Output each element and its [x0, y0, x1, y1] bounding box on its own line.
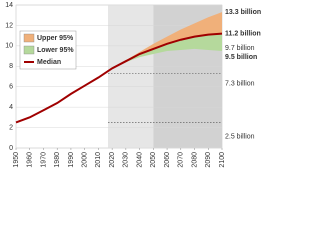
legend-label: Lower 95% [37, 47, 74, 54]
y-tick-label: 6 [9, 84, 13, 91]
x-tick-label: 2010 [95, 152, 102, 168]
legend-swatch [23, 45, 35, 55]
x-tick-label: 2040 [136, 152, 143, 168]
undefined [112, 33, 222, 69]
chart: 0 2 4 6 8 10 12 14 1950 1960 1970 1980 1990 2000 2010 2… [5, 2, 261, 168]
x-tick-label: 2090 [205, 152, 212, 168]
y-tick-label: 8 [9, 63, 13, 70]
x-tick-label: 2060 [164, 152, 171, 168]
annotation: 7.3 billion [225, 80, 255, 87]
y-tick-label: 10 [5, 43, 13, 50]
x-tick-label: 2070 [178, 152, 185, 168]
x-tick-label: 1980 [54, 152, 61, 168]
x-tick-label: 1960 [27, 152, 34, 168]
x-tick-label: 2030 [123, 152, 130, 168]
annotation: 9.5 billion [225, 54, 257, 61]
x-tick-label: 2050 [150, 152, 157, 168]
annotation: 9.7 billion [225, 45, 255, 52]
annotation: 13.3 billion [225, 9, 261, 16]
annotation: 11.2 billion [225, 30, 261, 37]
x-tick-label: 2080 [191, 152, 198, 168]
annotation: 2.5 billion [225, 133, 255, 140]
x-tick-label: 1970 [40, 152, 47, 168]
legend-label: Upper 95% [37, 35, 74, 42]
y-tick-label: 4 [9, 104, 13, 111]
legend-label: Median [37, 59, 61, 66]
median-line [15, 32, 223, 124]
x-tick-label: 1950 [13, 152, 20, 168]
undefined [112, 12, 222, 69]
x-tick-label: 2100 [219, 152, 226, 168]
shaded-region [108, 5, 154, 148]
x-tick-label: 1990 [68, 152, 75, 168]
y-tick-label: 2 [9, 124, 13, 131]
legend-swatch [23, 33, 35, 43]
y-tick-label: 0 [9, 145, 13, 152]
y-tick-label: 12 [5, 22, 13, 29]
y-tick-label: 14 [5, 2, 13, 9]
x-tick-label: 2000 [82, 152, 89, 168]
x-tick-label: 2020 [109, 152, 116, 168]
